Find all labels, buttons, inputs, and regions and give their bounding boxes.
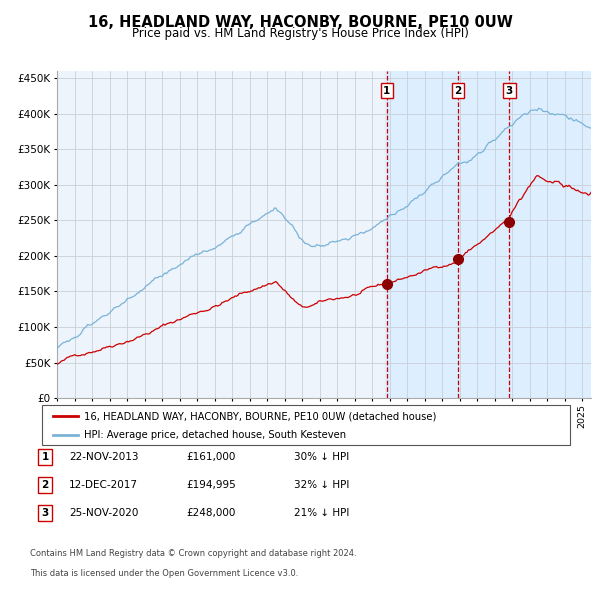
Text: 2: 2 <box>41 480 49 490</box>
Text: £194,995: £194,995 <box>186 480 236 490</box>
Text: 16, HEADLAND WAY, HACONBY, BOURNE, PE10 0UW (detached house): 16, HEADLAND WAY, HACONBY, BOURNE, PE10 … <box>84 411 436 421</box>
Text: Contains HM Land Registry data © Crown copyright and database right 2024.: Contains HM Land Registry data © Crown c… <box>30 549 356 558</box>
Text: 22-NOV-2013: 22-NOV-2013 <box>69 453 139 462</box>
Bar <box>385 71 591 398</box>
Text: HPI: Average price, detached house, South Kesteven: HPI: Average price, detached house, Sout… <box>84 430 346 440</box>
Text: Price paid vs. HM Land Registry's House Price Index (HPI): Price paid vs. HM Land Registry's House … <box>131 27 469 40</box>
Text: 16, HEADLAND WAY, HACONBY, BOURNE, PE10 0UW: 16, HEADLAND WAY, HACONBY, BOURNE, PE10 … <box>88 15 512 30</box>
Text: 3: 3 <box>506 86 513 96</box>
Text: 32% ↓ HPI: 32% ↓ HPI <box>294 480 349 490</box>
Text: £161,000: £161,000 <box>186 453 235 462</box>
Text: 2: 2 <box>455 86 462 96</box>
Text: 30% ↓ HPI: 30% ↓ HPI <box>294 453 349 462</box>
Text: £248,000: £248,000 <box>186 508 235 517</box>
Text: 12-DEC-2017: 12-DEC-2017 <box>69 480 138 490</box>
Text: 3: 3 <box>41 508 49 517</box>
Text: This data is licensed under the Open Government Licence v3.0.: This data is licensed under the Open Gov… <box>30 569 298 578</box>
Text: 1: 1 <box>41 453 49 462</box>
Text: 21% ↓ HPI: 21% ↓ HPI <box>294 508 349 517</box>
Text: 25-NOV-2020: 25-NOV-2020 <box>69 508 139 517</box>
Text: 1: 1 <box>383 86 391 96</box>
